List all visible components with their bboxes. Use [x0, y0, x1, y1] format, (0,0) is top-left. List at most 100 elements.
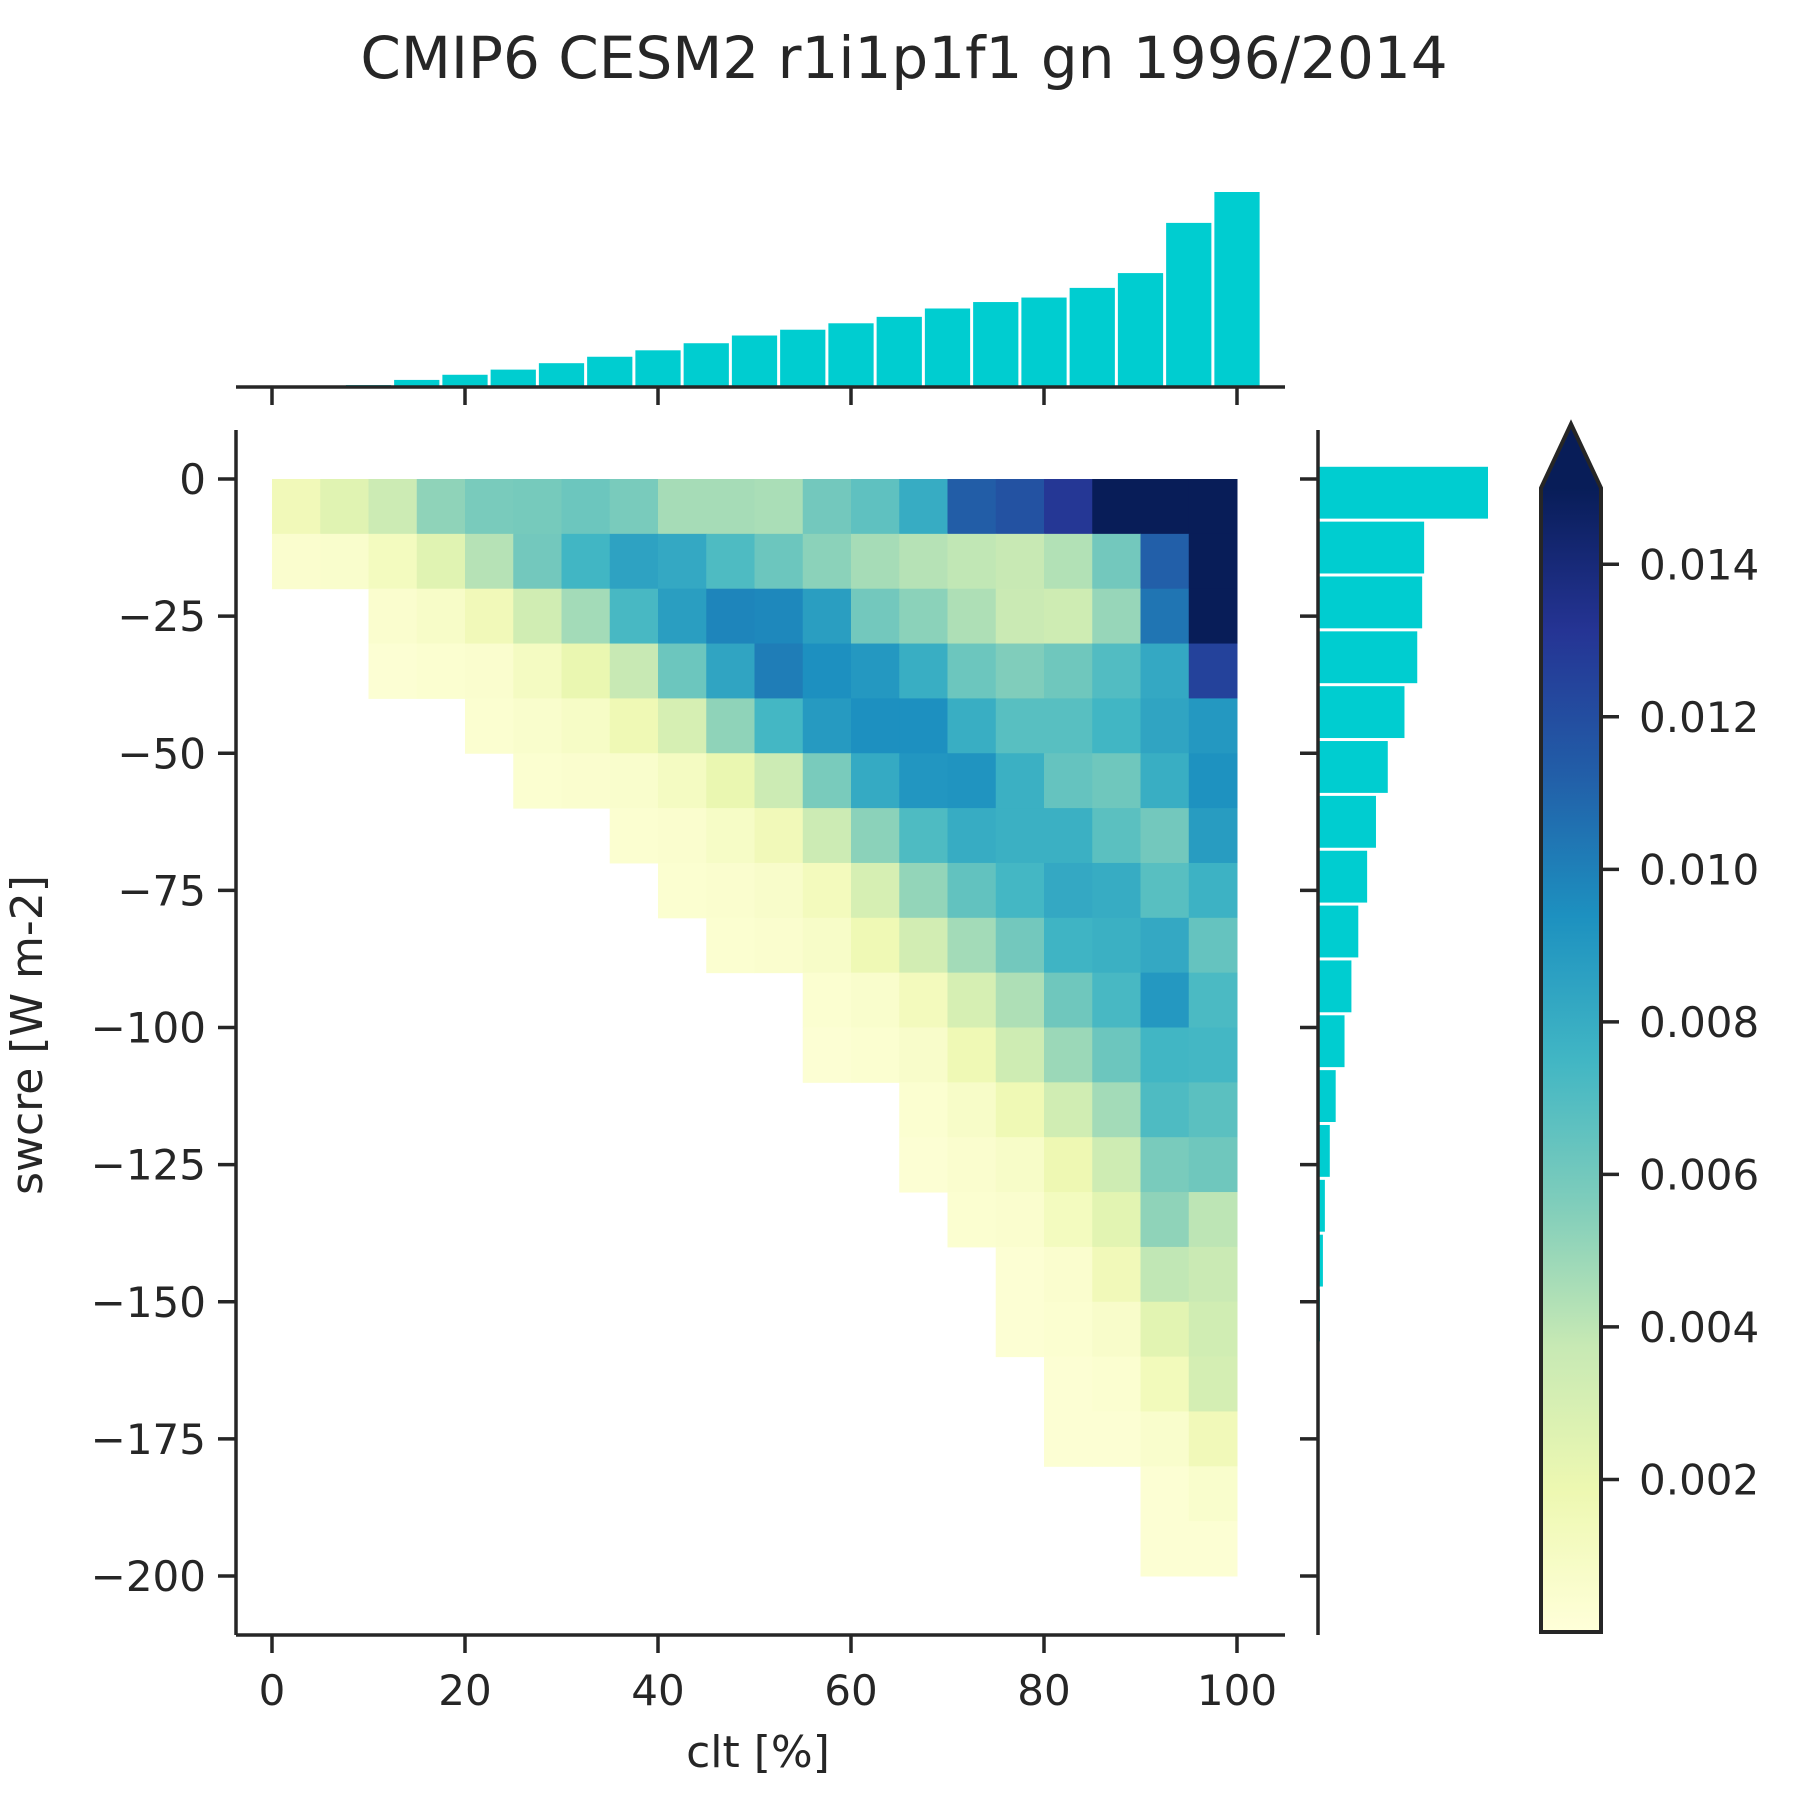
heatmap-cell	[706, 588, 755, 645]
heatmap-cell	[1188, 1246, 1238, 1303]
heatmap-cell	[899, 1137, 948, 1193]
x-marginal-bar	[1166, 222, 1212, 387]
heatmap-cell	[1140, 808, 1190, 864]
heatmap-cell	[1188, 1411, 1238, 1467]
heatmap-cell	[899, 917, 948, 974]
heatmap-cell	[802, 753, 852, 809]
heatmap-cell	[706, 862, 755, 919]
y-tick-label: −75	[117, 866, 206, 915]
heatmap-cell	[899, 1082, 948, 1138]
y-tick-label: 0	[179, 455, 206, 504]
heatmap-cell	[1092, 1411, 1141, 1467]
heatmap-cell	[851, 698, 900, 754]
heatmap-cell	[658, 862, 707, 919]
heatmap-cell	[1140, 1301, 1190, 1358]
heatmap-cell	[1092, 1192, 1141, 1248]
heatmap-cell	[658, 808, 707, 864]
y-marginal-bar	[1318, 795, 1376, 848]
y-tick-label: −150	[91, 1278, 206, 1327]
heatmap-cell	[899, 862, 948, 919]
heatmap-cell	[1140, 698, 1190, 754]
heatmap-cell	[947, 643, 997, 699]
heatmap-cell	[802, 643, 852, 699]
heatmap-cell	[802, 917, 852, 974]
colorbar-tick-label: 0.004	[1639, 1303, 1759, 1352]
y-tick-label: −100	[91, 1004, 206, 1053]
heatmap-cell	[851, 808, 900, 864]
heatmap-cell	[706, 753, 755, 809]
y-marginal-bar	[1318, 466, 1488, 519]
heatmap-cell	[416, 588, 466, 645]
heatmap-cell	[706, 643, 755, 699]
y-marginal-bar	[1318, 960, 1352, 1013]
heatmap-cell	[1188, 698, 1238, 754]
heatmap-cell	[947, 1027, 997, 1083]
heatmap-cell	[995, 808, 1045, 864]
heatmap-cell	[851, 917, 900, 974]
heatmap-cell	[1188, 1521, 1238, 1577]
heatmap-cell	[1044, 643, 1093, 699]
axes: 0 20 40 60 80 100 0 −25 −50 −75 −100 −125 −150 −175 −2…	[91, 430, 1285, 1715]
x-tick-label: 40	[631, 1666, 684, 1715]
x-marginal-bar	[731, 335, 778, 387]
y-marginal-bar	[1318, 631, 1418, 684]
heatmap-cell	[706, 479, 755, 535]
heatmap-cell	[995, 1137, 1045, 1193]
heatmap-cell	[947, 972, 997, 1028]
heatmap-cell	[1140, 1027, 1190, 1083]
heatmap-cell	[609, 533, 659, 590]
heatmap-cell	[995, 588, 1045, 645]
x-marginal-bar	[973, 302, 1019, 387]
heatmap-cell	[947, 753, 997, 809]
x-tick-label: 80	[1017, 1666, 1070, 1715]
heatmap-cell	[513, 753, 562, 809]
heatmap-cell	[1092, 643, 1141, 699]
heatmap-cell	[802, 533, 852, 590]
heatmap-cell	[754, 533, 804, 590]
y-tick-label: −50	[117, 729, 206, 778]
heatmap-cell	[1044, 1301, 1093, 1358]
x-marginal-bar	[828, 323, 874, 387]
colorbar: 0.002 0.004 0.006 0.008 0.010 0.012 0.014	[1539, 419, 1759, 1634]
heatmap-cell	[947, 533, 997, 590]
y-marginal-bar	[1318, 1234, 1323, 1287]
heatmap-cell	[851, 972, 900, 1028]
heatmap-cell	[561, 588, 611, 645]
heatmap-cell	[561, 533, 611, 590]
heatmap-cell	[754, 698, 804, 754]
colorbar-tick-label: 0.006	[1639, 1150, 1759, 1199]
y-marginal-bar	[1318, 521, 1425, 574]
heatmap-cell	[995, 862, 1045, 919]
heatmap-cell	[1188, 643, 1238, 699]
heatmap-cell	[609, 808, 659, 864]
heatmap-cell	[513, 533, 562, 590]
colorbar-fill	[1541, 488, 1601, 1632]
heatmap-cell	[1092, 588, 1141, 645]
heatmap-cell	[416, 533, 466, 590]
heatmap-cell	[320, 533, 369, 590]
heatmap-cell	[1044, 588, 1093, 645]
heatmap-cell	[1044, 1082, 1093, 1138]
y-marginal-bar	[1318, 1124, 1330, 1177]
heatmap-cell	[851, 1027, 900, 1083]
heatmap-cell	[1140, 917, 1190, 974]
heatmap-cell	[609, 753, 659, 809]
heatmap-cell	[1044, 917, 1093, 974]
heatmap-cell	[1140, 862, 1190, 919]
heatmap-cell	[658, 643, 707, 699]
heatmap-cell	[995, 917, 1045, 974]
heatmap-cell	[899, 643, 948, 699]
y-marginal-bar	[1318, 850, 1368, 903]
heatmap-cell	[1092, 862, 1141, 919]
y-axis-label: swcre [W m-2]	[2, 875, 53, 1195]
x-marginal-bar	[1021, 297, 1067, 387]
heatmap-cell	[658, 698, 707, 754]
x-marginal-bar	[1117, 273, 1164, 387]
heatmap-cell	[465, 643, 514, 699]
x-marginal-bar	[587, 356, 633, 387]
heatmap-cell	[947, 862, 997, 919]
heatmap-cell	[1044, 533, 1093, 590]
heatmap-cells	[272, 479, 1238, 1577]
heatmap-cell	[802, 1027, 852, 1083]
heatmap-cell	[658, 479, 707, 535]
